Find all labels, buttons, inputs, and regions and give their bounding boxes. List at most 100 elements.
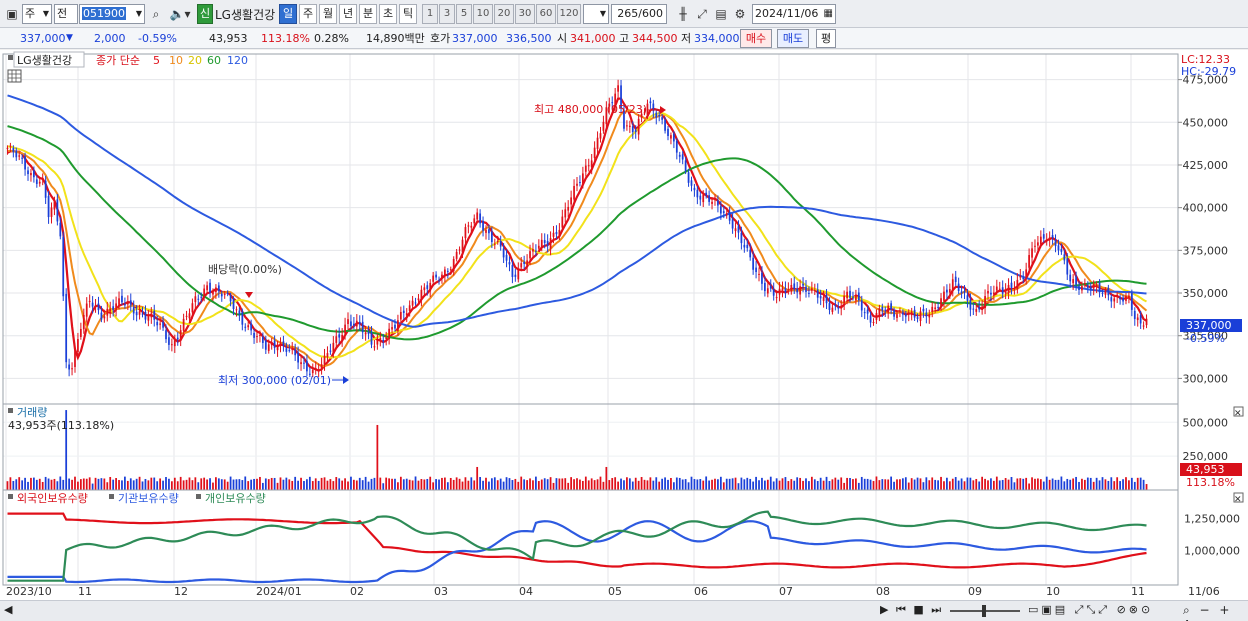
interval-30[interactable]: 30 (515, 4, 535, 24)
candle-body (734, 228, 737, 232)
holdings-panel-close-icon[interactable] (1233, 492, 1244, 503)
toolbar-icons[interactable]: ▭▣▤ ⤢⤡⤢ ⊘⊗⊙ (1028, 603, 1154, 616)
tab-minute[interactable]: 분 (359, 4, 377, 24)
volume-bar (329, 479, 332, 490)
volume-bar (467, 480, 470, 490)
volume-bar (1037, 478, 1039, 490)
volume-info: 43,953주(113.18%) (8, 419, 114, 432)
interval-60[interactable]: 60 (536, 4, 556, 24)
chart-area[interactable]: 500,000 250,000 1,250,000 1,000,000 LG생활건강… (0, 50, 1248, 600)
tab-year[interactable]: 년 (339, 4, 357, 24)
candle-body (576, 183, 578, 186)
interval-3[interactable]: 3 (439, 4, 455, 24)
chart-scroll-bar[interactable]: ◀ ▶ ⏮ ■ ⏭ ▭▣▤ ⤢⤡⤢ ⊘⊗⊙ ⌕ − + A (0, 600, 1248, 621)
candle-body (628, 125, 631, 127)
zoom-controls[interactable]: ⌕ − + A (1183, 603, 1233, 621)
volume-panel-close-icon[interactable] (1233, 406, 1244, 417)
candle-body (332, 342, 335, 354)
candle-body (194, 296, 197, 303)
volume-bar (235, 479, 238, 490)
volume-bar (957, 480, 960, 490)
window-icon[interactable]: ▣ (6, 7, 18, 21)
search-icon[interactable]: ⌕ (152, 7, 160, 21)
holdings-legend-foreign: 외국인보유수량 (17, 492, 88, 505)
candle-icon[interactable]: ╫ (679, 7, 687, 21)
mode-select[interactable]: 주 ▼ (22, 4, 52, 24)
volume-bar (1119, 481, 1121, 490)
candle-body (984, 296, 986, 309)
gear-icon[interactable]: ⚙ (734, 7, 746, 21)
volume-bar (159, 478, 162, 490)
volume-bar (15, 479, 18, 490)
scroll-left-icon[interactable]: ◀ (4, 603, 13, 616)
tab-second[interactable]: 초 (379, 4, 397, 24)
candle-body (1116, 294, 1119, 297)
candle-body (1119, 297, 1121, 300)
playback-controls[interactable]: ▶ ⏮ ■ ⏭ (880, 603, 944, 616)
volume-bar (637, 480, 640, 490)
crosshair-icon[interactable]: ⤢ (697, 7, 707, 21)
candle-body (1133, 310, 1136, 319)
zoom-slider-handle[interactable] (982, 605, 986, 617)
candle-body (238, 310, 241, 315)
candle-body (185, 315, 188, 317)
tab-week[interactable]: 주 (299, 4, 317, 24)
sell-button[interactable]: 매도 (777, 29, 809, 48)
candle-body (714, 199, 716, 201)
interval-custom-select[interactable]: ▼ (583, 4, 609, 24)
volume-bar (623, 480, 625, 490)
volume-bar (361, 480, 364, 490)
volume-bar (144, 478, 147, 490)
interval-5[interactable]: 5 (456, 4, 472, 24)
volume-bar (488, 481, 490, 490)
candle-body (364, 332, 367, 335)
candle-body (608, 103, 611, 107)
volume-bar (291, 480, 294, 490)
interval-1[interactable]: 1 (422, 4, 438, 24)
date-input[interactable]: 2024/11/06 ▦ (752, 4, 836, 24)
volume-bar (473, 480, 476, 490)
volume-bar (805, 478, 807, 490)
candle-body (805, 286, 807, 292)
candle-body (438, 279, 440, 281)
tab-tick[interactable]: 틱 (399, 4, 417, 24)
legend-stock-name: LG생활건강 (17, 53, 72, 67)
tab-month[interactable]: 월 (319, 4, 337, 24)
volume-bars: 500,000 250,000 (6, 410, 1228, 490)
candle-body (523, 262, 526, 264)
interval-10[interactable]: 10 (473, 4, 493, 24)
interval-20[interactable]: 20 (494, 4, 514, 24)
volume-bar (1051, 478, 1054, 490)
volume-bar (100, 478, 103, 490)
interval-120[interactable]: 120 (557, 4, 581, 24)
stock-code-input[interactable]: 051900 ▼ (79, 4, 145, 24)
candle-body (910, 311, 913, 316)
stock-chart[interactable]: 500,000 250,000 1,250,000 1,000,000 LG생활건강… (0, 50, 1248, 600)
candle-body (907, 312, 910, 315)
volume-bar (350, 476, 352, 490)
range-select[interactable]: 전 (54, 4, 78, 24)
eval-button[interactable]: 평 (816, 29, 836, 48)
speaker-icon[interactable]: 🔈▾ (169, 7, 191, 21)
bar-count-input[interactable]: 265/600 (611, 4, 667, 24)
candle-body (414, 302, 417, 304)
candle-body (1107, 287, 1110, 296)
volume-bar (455, 477, 458, 490)
institution-holdings-line (7, 520, 1147, 584)
candle-body (637, 118, 640, 135)
volume-bar (808, 481, 810, 490)
buy-button[interactable]: 매수 (740, 29, 772, 48)
volume-bar (1063, 481, 1066, 490)
volume-bar (1034, 478, 1036, 490)
candle-body (505, 254, 508, 261)
volume-bar (244, 476, 247, 490)
candle-body (1122, 297, 1124, 302)
volume-bar (1028, 483, 1030, 490)
volume-bar (599, 476, 602, 490)
bar-count-value: 265 (617, 7, 639, 20)
candle-body (179, 330, 182, 341)
tab-day[interactable]: 일 (279, 4, 297, 24)
candle-body (103, 316, 106, 319)
save-icon[interactable]: ▤ (715, 7, 727, 21)
volume-bar (77, 481, 79, 490)
